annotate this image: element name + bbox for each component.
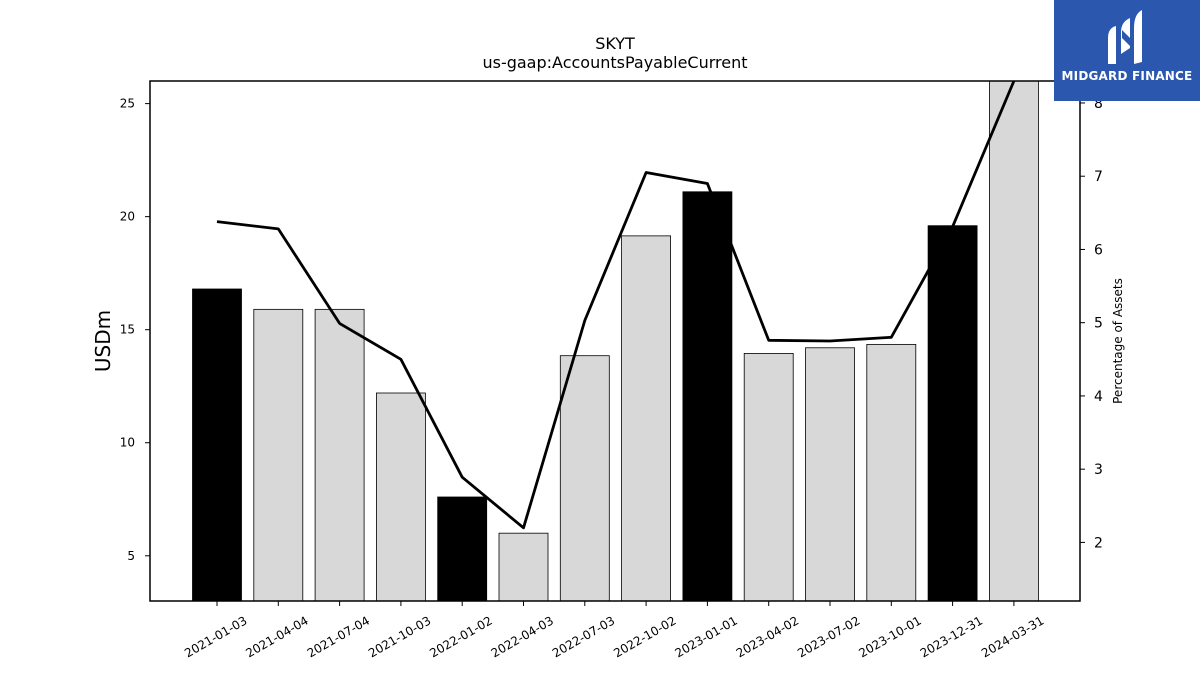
left-axis: 5 10 15 20 25: [120, 97, 150, 563]
brand-name: MIDGARD FINANCE: [1061, 69, 1193, 83]
chart-title: SKYT: [595, 34, 635, 53]
bar-2024-03-31: [989, 80, 1039, 602]
x-tick-label: 2023-10-01: [856, 613, 923, 660]
left-tick-label: 25: [120, 97, 135, 111]
brand-logo: MIDGARD FINANCE: [1054, 0, 1200, 101]
right-axis: 2 3 4 5 6 7 8: [1080, 96, 1103, 551]
series-line: [216, 80, 1016, 530]
midgard-logo-icon: [1108, 10, 1142, 64]
right-tick-label: 5: [1094, 316, 1103, 332]
x-tick-label: 2022-07-03: [550, 613, 617, 660]
bar-2021-04-04: [253, 308, 304, 602]
x-tick-label: 2021-04-04: [243, 613, 310, 660]
x-tick-label: 2022-01-02: [427, 613, 494, 660]
bar-2022-04-03: [498, 532, 549, 602]
line-group: [216, 80, 1016, 530]
x-tick-label: 2021-01-03: [182, 613, 249, 660]
bar-2022-01-02: [437, 496, 488, 602]
x-tick-label: 2024-03-31: [979, 613, 1046, 660]
x-tick-label: 2023-04-02: [734, 613, 801, 660]
chart-subtitle: us-gaap:AccountsPayableCurrent: [482, 53, 747, 72]
right-tick-label: 3: [1094, 462, 1103, 478]
bar-2023-12-31: [927, 225, 978, 602]
x-tick-label: 2023-12-31: [918, 613, 985, 660]
x-tick-label: 2022-10-02: [611, 613, 678, 660]
x-tick-label: 2021-10-03: [366, 613, 433, 660]
left-tick-label: 10: [120, 436, 135, 450]
bar-2023-07-02: [805, 347, 855, 602]
right-tick-label: 2: [1094, 535, 1103, 551]
bars-group: [192, 80, 1039, 602]
bar-2023-10-01: [866, 343, 917, 602]
x-tick-label: 2023-07-02: [795, 613, 862, 660]
left-tick-label: 20: [120, 210, 135, 224]
right-tick-label: 6: [1094, 242, 1103, 258]
x-tick-label: 2021-07-04: [305, 613, 372, 660]
bar-2023-01-01: [682, 191, 733, 602]
x-tick-label: 2022-04-03: [489, 613, 556, 660]
bar-2022-07-03: [559, 355, 610, 602]
plot-frame: [149, 80, 1081, 602]
bar-2021-07-04: [314, 308, 365, 602]
x-axis: 2021-01-032021-04-042021-07-042021-10-03…: [182, 601, 1046, 660]
right-tick-label: 8: [1094, 96, 1103, 112]
x-tick-label: 2023-01-01: [672, 613, 739, 660]
bar-2021-01-03: [192, 288, 242, 602]
bar-2021-10-03: [375, 392, 426, 602]
y-axis-label-right: Percentage of Assets: [1111, 278, 1125, 404]
bar-2023-04-02: [743, 353, 794, 602]
left-tick-label: 15: [120, 323, 135, 337]
right-tick-label: 4: [1094, 389, 1103, 405]
bar-2022-10-02: [621, 235, 671, 602]
left-tick-label: 5: [127, 549, 135, 563]
y-axis-label-left: USDm: [91, 310, 115, 372]
right-tick-label: 7: [1094, 169, 1103, 185]
